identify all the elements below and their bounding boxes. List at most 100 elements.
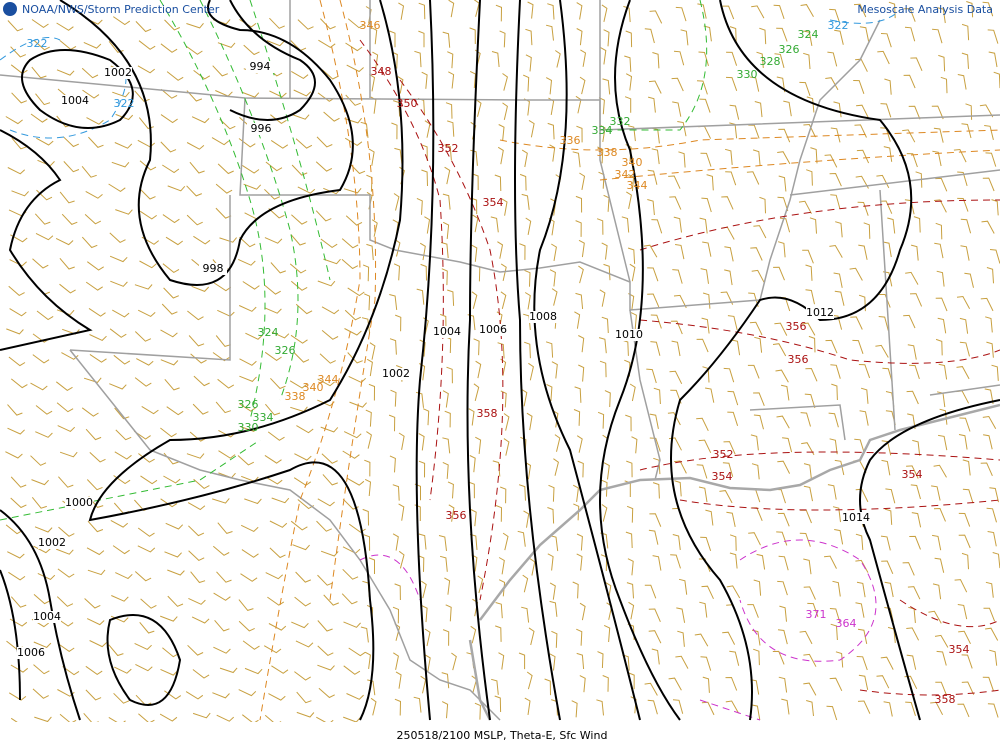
wind-barb: [111, 161, 130, 168]
wind-barb: [424, 216, 431, 234]
wind-barb: [140, 475, 158, 485]
theta-e-label: 356: [786, 320, 807, 333]
wind-barb: [830, 623, 838, 641]
wind-barb: [37, 159, 55, 167]
wind-barb: [238, 689, 257, 697]
wind-barb: [956, 295, 971, 310]
wind-barb: [701, 317, 710, 334]
wind-barb: [722, 5, 735, 20]
wind-barb: [6, 328, 24, 335]
wind-barb: [852, 339, 864, 354]
wind-barb: [521, 606, 530, 623]
wind-barb: [85, 665, 103, 676]
wind-barb: [989, 249, 1000, 264]
wind-barb: [291, 70, 309, 80]
wind-barb: [398, 2, 405, 20]
wind-barb: [371, 27, 378, 45]
wind-barb: [193, 70, 211, 80]
wind-barb: [881, 560, 894, 575]
wind-barb: [603, 29, 610, 47]
wind-barb: [701, 197, 712, 213]
wind-barb: [134, 377, 152, 387]
wind-barb: [731, 339, 741, 356]
wind-barb: [805, 289, 815, 305]
wind-barb: [649, 513, 662, 527]
wind-barb: [416, 288, 425, 305]
wind-barb: [751, 5, 765, 19]
wind-barb: [472, 214, 479, 233]
wind-barb: [675, 655, 689, 669]
wind-barb: [413, 696, 422, 713]
wind-barb: [367, 679, 376, 696]
wind-barb: [7, 427, 25, 435]
isobar: [88, 0, 404, 721]
wind-barb: [932, 583, 942, 600]
wind-barb: [751, 704, 761, 720]
isobar: [0, 509, 182, 721]
wind-barb: [495, 505, 503, 522]
label-bg: [433, 326, 461, 338]
wind-barb: [497, 342, 505, 359]
wind-barb: [985, 316, 993, 333]
coastline: [468, 403, 1000, 721]
label-bg: [17, 647, 45, 659]
state-border: [0, 74, 1000, 131]
wind-barb: [905, 701, 916, 716]
wind-barb: [699, 98, 711, 113]
wind-barb: [904, 8, 916, 22]
wind-barb: [421, 580, 427, 599]
wind-barb: [829, 438, 838, 455]
wind-barb: [674, 460, 687, 474]
wind-barb: [986, 267, 994, 284]
wind-barb: [678, 151, 686, 168]
wind-barb: [495, 4, 503, 22]
wind-barb: [980, 462, 993, 477]
wind-barb: [470, 149, 478, 166]
wind-barb: [141, 405, 159, 415]
wind-barb: [343, 431, 362, 439]
isobar-label: 1014: [842, 511, 870, 524]
wind-barb: [392, 484, 400, 501]
wind-barb: [394, 583, 401, 601]
wind-barb: [58, 526, 75, 537]
wind-barb: [723, 441, 736, 455]
wind-barb: [721, 196, 734, 210]
wind-barb: [940, 76, 948, 94]
wind-barb: [518, 484, 526, 501]
wind-barb: [964, 272, 974, 288]
wind-barb: [114, 666, 132, 674]
wind-barb: [800, 412, 811, 427]
wind-barb: [445, 102, 453, 119]
wind-barb: [777, 151, 791, 165]
wind-barb: [576, 628, 583, 646]
isobar: [59, 0, 354, 286]
wind-barb: [215, 335, 231, 347]
wind-barb: [393, 263, 401, 281]
wind-barb: [418, 433, 425, 451]
wind-barb: [188, 597, 206, 605]
wind-barb: [809, 217, 817, 234]
wind-barb: [503, 413, 510, 431]
wind-barb: [729, 552, 738, 569]
wind-barb: [342, 568, 359, 580]
wind-barb: [573, 503, 580, 521]
wind-barb: [188, 550, 205, 561]
wind-barb: [522, 574, 529, 593]
wind-barb: [800, 4, 814, 17]
wind-barb: [915, 171, 923, 188]
wind-barb: [395, 671, 402, 689]
wind-barb: [672, 534, 681, 550]
wind-barb: [10, 596, 27, 608]
wind-barb: [781, 698, 790, 715]
wind-barb: [32, 258, 49, 269]
wind-barb: [961, 654, 973, 669]
wind-barb: [697, 3, 707, 19]
wind-barb: [112, 309, 130, 318]
wind-barb: [296, 425, 314, 434]
wind-barb: [548, 97, 555, 115]
wind-barb: [829, 172, 842, 187]
isobar: [670, 0, 913, 721]
wind-barb: [983, 607, 996, 622]
wind-barb: [364, 478, 372, 497]
wind-barb: [547, 553, 554, 571]
